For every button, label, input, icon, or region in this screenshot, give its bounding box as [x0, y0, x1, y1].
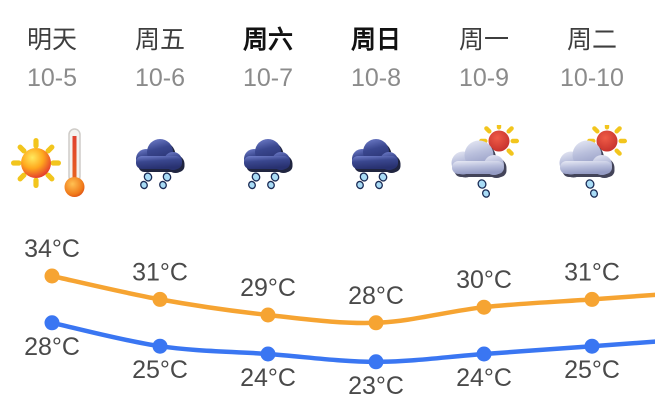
low-temp-point[interactable]	[368, 354, 384, 370]
high-temp-label: 29°C	[240, 274, 296, 302]
forecast-column-saturday[interactable]: 周六 10-7	[214, 0, 322, 205]
day-label: 周日	[350, 26, 401, 54]
forecast-panel: 明天 10-5 周五 10-6 周六 10-7 周日 10-8	[0, 0, 646, 205]
high-temp-point[interactable]	[476, 299, 492, 315]
sun-behind-cloud-rain-icon	[446, 125, 522, 201]
weather-icon-slot	[538, 121, 646, 205]
day-label: 周六	[242, 26, 293, 54]
weather-icon-slot	[214, 121, 322, 205]
rain-cloud-icon	[347, 136, 405, 190]
hot-sun-thermometer-icon	[10, 127, 94, 199]
low-temp-label: 25°C	[564, 356, 620, 384]
date-label: 10-8	[350, 63, 402, 92]
forecast-column-tuesday[interactable]: 周二 10-10	[538, 0, 646, 205]
high-temp-point[interactable]	[368, 315, 384, 331]
date-label: 10-7	[242, 63, 294, 92]
low-temp-label: 23°C	[348, 372, 404, 400]
low-temp-point[interactable]	[260, 346, 276, 362]
day-label: 明天	[26, 26, 77, 54]
weather-icon-slot	[322, 121, 430, 205]
high-temp-label: 28°C	[348, 282, 404, 310]
low-temp-point[interactable]	[44, 315, 60, 331]
low-temp-point[interactable]	[476, 346, 492, 362]
high-temp-point[interactable]	[152, 291, 168, 307]
weather-icon-slot	[106, 121, 214, 205]
high-temp-point[interactable]	[260, 307, 276, 323]
rain-cloud-icon	[131, 136, 189, 190]
low-temp-label: 24°C	[240, 364, 296, 392]
low-temp-label: 28°C	[24, 333, 80, 361]
weather-icon-slot	[430, 121, 538, 205]
sun-behind-cloud-rain-icon	[554, 125, 630, 201]
high-temp-label: 31°C	[564, 258, 620, 286]
high-temp-point[interactable]	[584, 291, 600, 307]
temperature-trend-chart: 34°C 31°C 29°C 28°C 30°C 31°C 28°C 25°C 24°C 23°C…	[24, 235, 655, 400]
low-temp-point[interactable]	[584, 338, 600, 354]
date-label: 10-9	[458, 63, 510, 92]
high-temp-point[interactable]	[44, 268, 60, 284]
high-temp-label: 30°C	[456, 266, 512, 294]
low-temp-label: 24°C	[456, 364, 512, 392]
day-label: 周一	[458, 26, 509, 54]
day-label: 周二	[566, 26, 617, 54]
high-temp-label: 34°C	[24, 235, 80, 263]
forecast-column-sunday[interactable]: 周日 10-8	[322, 0, 430, 205]
date-label: 10-6	[134, 63, 186, 92]
high-temp-label: 31°C	[132, 258, 188, 286]
weather-icon-slot	[0, 121, 106, 205]
forecast-column-tomorrow[interactable]: 明天 10-5	[0, 0, 106, 205]
day-label: 周五	[134, 26, 185, 54]
forecast-column-monday[interactable]: 周一 10-9	[430, 0, 538, 205]
date-label: 10-10	[560, 63, 624, 92]
rain-cloud-icon	[239, 136, 297, 190]
forecast-column-friday[interactable]: 周五 10-6	[106, 0, 214, 205]
low-temp-label: 25°C	[132, 356, 188, 384]
low-temp-point[interactable]	[152, 338, 168, 354]
date-label: 10-5	[26, 63, 78, 92]
